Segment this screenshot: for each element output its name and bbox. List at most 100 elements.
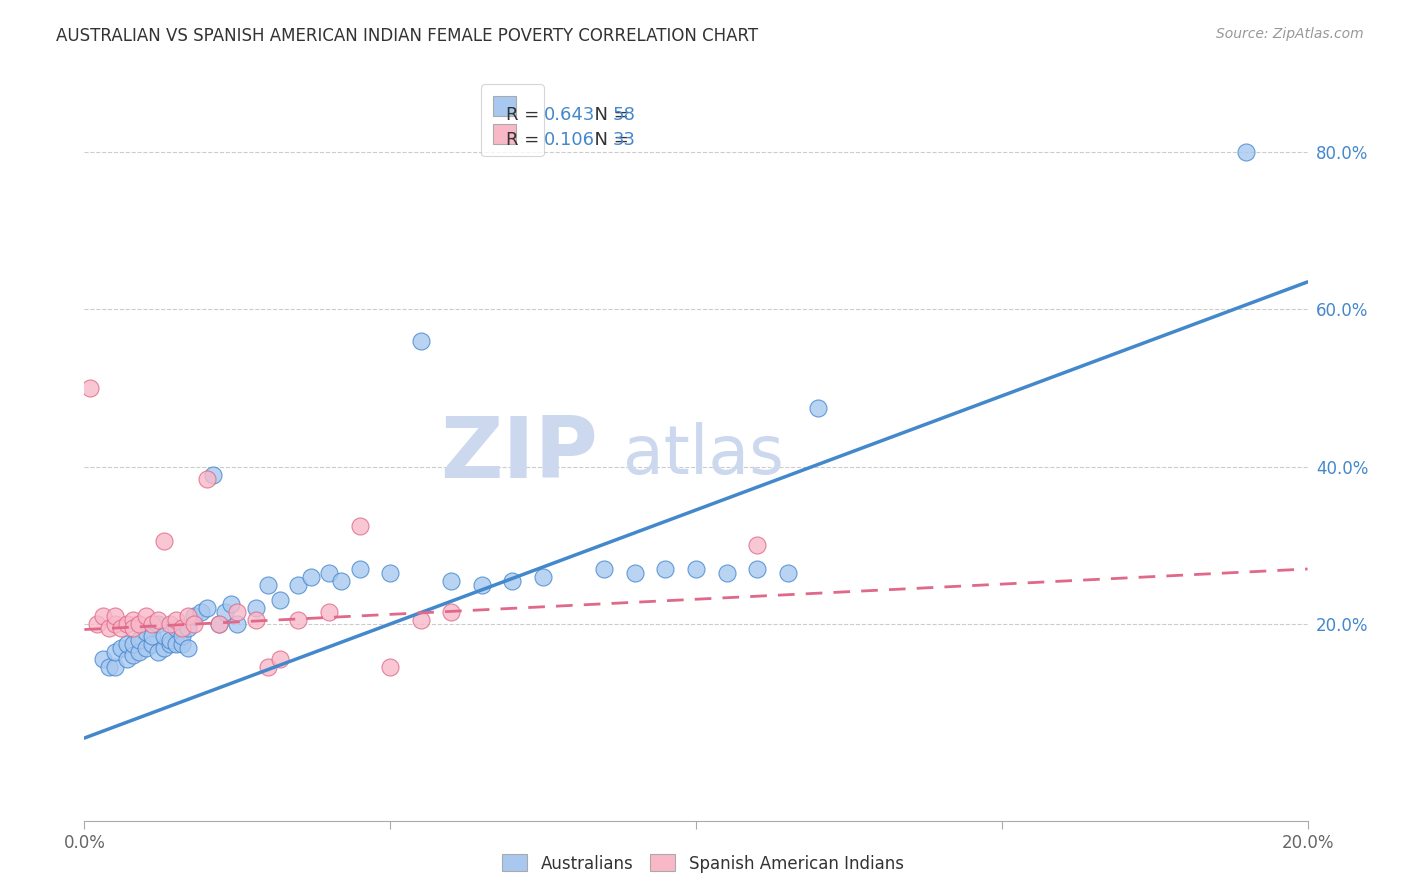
Point [159,632,181,647]
Point [226,617,249,632]
Point [776,566,799,580]
Point [257,577,280,591]
Point [318,566,340,580]
Point [195,471,218,485]
Point [122,621,145,635]
Point [349,562,371,576]
Point [208,617,231,632]
Point [177,640,200,655]
Point [159,637,181,651]
Point [128,632,150,647]
Point [299,570,322,584]
Point [110,640,132,655]
Point [807,401,830,415]
Point [380,660,402,674]
Point [245,613,267,627]
Point [183,609,205,624]
Point [128,617,150,632]
Point [409,613,432,627]
Point [110,621,132,635]
Point [122,637,145,651]
Point [177,609,200,624]
Point [380,566,402,580]
Point [172,637,194,651]
Point [409,334,432,348]
Point [135,640,157,655]
Point [624,566,647,580]
Point [115,637,138,651]
Point [685,562,707,576]
Point [104,617,127,632]
Text: ZIP: ZIP [440,413,598,497]
Text: Source: ZipAtlas.com: Source: ZipAtlas.com [1216,27,1364,41]
Point [91,609,114,624]
Point [190,605,212,619]
Point [440,574,463,588]
Text: 0.106: 0.106 [544,131,595,149]
Point [318,605,340,619]
Point [471,577,494,591]
Point [269,593,291,607]
Point [165,637,187,651]
Point [104,660,127,674]
Point [226,605,249,619]
Point [177,621,200,635]
Text: N =: N = [583,131,636,149]
Text: 0.643: 0.643 [544,106,596,124]
Point [159,617,181,632]
Text: R =: R = [506,106,546,124]
Legend: Australians, Spanish American Indians: Australians, Spanish American Indians [496,847,910,880]
Point [153,640,176,655]
Point [287,577,309,591]
Point [245,601,267,615]
Point [269,652,291,666]
Point [146,613,169,627]
Point [97,660,120,674]
Point [214,605,236,619]
Point [257,660,280,674]
Point [747,538,769,552]
Point [330,574,353,588]
Point [86,617,108,632]
Point [146,644,169,658]
Point [502,574,524,588]
Point [122,613,145,627]
Text: atlas: atlas [623,422,783,488]
Text: 33: 33 [613,131,636,149]
Point [153,629,176,643]
Point [287,613,309,627]
Point [97,621,120,635]
Point [208,617,231,632]
Point [165,613,187,627]
Point [195,601,218,615]
Point [146,617,169,632]
Text: 58: 58 [613,106,636,124]
Point [128,644,150,658]
Point [141,637,163,651]
Point [91,652,114,666]
Point [440,605,463,619]
Point [716,566,738,580]
Point [201,467,224,482]
Text: AUSTRALIAN VS SPANISH AMERICAN INDIAN FEMALE POVERTY CORRELATION CHART: AUSTRALIAN VS SPANISH AMERICAN INDIAN FE… [56,27,758,45]
Point [183,617,205,632]
Point [104,609,127,624]
Point [104,644,127,658]
Point [79,381,101,395]
Point [153,534,176,549]
Point [141,617,163,632]
Text: R =: R = [506,131,546,149]
Point [172,621,194,635]
Point [165,621,187,635]
Point [593,562,616,576]
Point [531,570,554,584]
Point [115,652,138,666]
Legend: , : , [481,84,544,156]
Point [135,609,157,624]
Point [172,629,194,643]
Text: N =: N = [583,106,636,124]
Point [349,518,371,533]
Point [135,624,157,639]
Point [747,562,769,576]
Point [115,617,138,632]
